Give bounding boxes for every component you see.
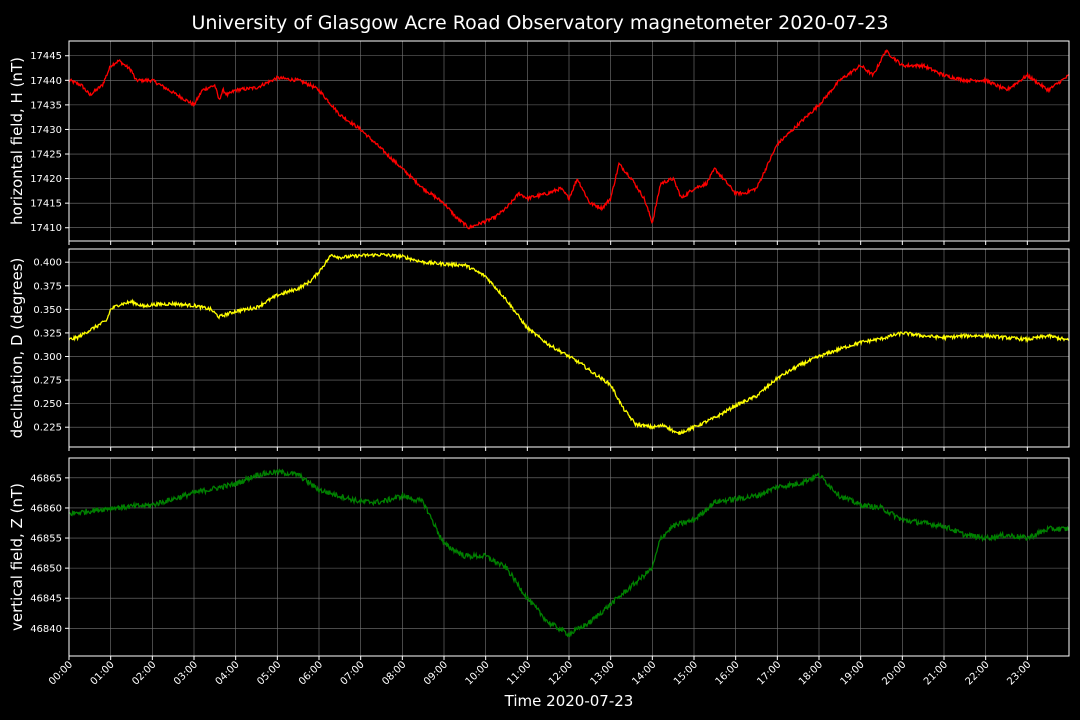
panel-frame bbox=[68, 248, 1070, 448]
panel-frame bbox=[68, 457, 1070, 657]
y-tick-label: 17430 bbox=[30, 125, 62, 136]
y-tick-label: 0.350 bbox=[33, 305, 62, 316]
y-tick-label: 0.375 bbox=[33, 281, 62, 292]
y-tick-label: 17435 bbox=[30, 100, 62, 111]
y-tick-label: 46845 bbox=[30, 594, 62, 605]
y-tick-label: 17440 bbox=[30, 76, 62, 87]
y-tick-label: 46850 bbox=[30, 564, 62, 575]
y-tick-label: 0.325 bbox=[33, 328, 62, 339]
y-tick-label: 0.250 bbox=[33, 399, 62, 410]
y-tick-label: 46840 bbox=[30, 624, 62, 635]
panel-1: 17410 17415 17420 17425 17430 17435 17440 17445… bbox=[8, 40, 1070, 245]
y-axis-label-1: horizontal field, H (nT) bbox=[8, 57, 26, 225]
y-tick-label: 17415 bbox=[30, 199, 62, 210]
panel-2: 0.225 0.250 0.275 0.300 0.325 0.350 0.375 0.400… bbox=[8, 248, 1070, 451]
y-tick-label: 46860 bbox=[30, 503, 62, 514]
y-tick-label: 0.300 bbox=[33, 352, 62, 363]
x-axis-label: Time 2020-07-23 bbox=[504, 692, 634, 710]
y-tick-label: 17445 bbox=[30, 51, 62, 62]
series-line-1 bbox=[68, 49, 1070, 230]
series-line-2 bbox=[68, 252, 1070, 435]
panel-3: 46840 46845 46850 46855 46860 46865 vertical f… bbox=[8, 457, 1070, 660]
y-tick-label: 17425 bbox=[30, 150, 62, 161]
y-tick-label: 17420 bbox=[30, 174, 62, 185]
y-axis-label-2: declination, D (degrees) bbox=[8, 258, 26, 439]
chart-title: University of Glasgow Acre Road Observat… bbox=[191, 12, 888, 34]
y-tick-label: 46865 bbox=[30, 473, 62, 484]
y-tick-label: 0.225 bbox=[33, 423, 62, 434]
y-tick-label: 46855 bbox=[30, 534, 62, 545]
y-tick-label: 0.275 bbox=[33, 376, 62, 387]
y-tick-label: 0.400 bbox=[33, 258, 62, 269]
y-tick-label: 17410 bbox=[30, 223, 62, 234]
series-line-3 bbox=[68, 468, 1070, 638]
y-axis-label-3: vertical field, Z (nT) bbox=[8, 483, 26, 631]
panel-frame bbox=[68, 40, 1070, 242]
